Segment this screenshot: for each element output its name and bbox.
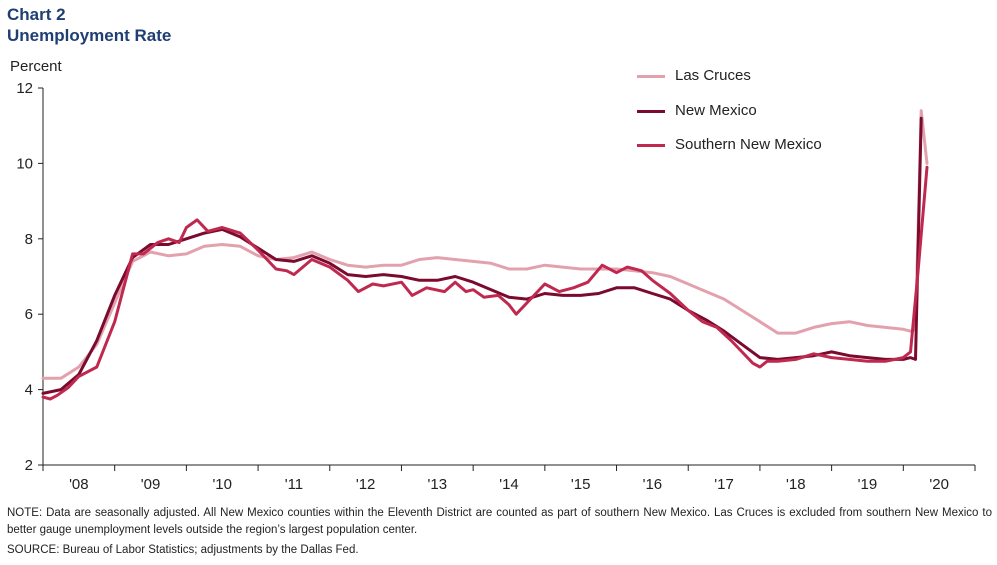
- y-axis-unit-label: Percent: [10, 58, 62, 75]
- x-tick-label: '20: [929, 476, 949, 493]
- x-tick-label: '08: [69, 476, 89, 493]
- x-tick-label: '12: [356, 476, 376, 493]
- legend-swatch-las-cruces: [637, 75, 665, 78]
- x-tick-label: '18: [786, 476, 806, 493]
- x-tick-label: '13: [428, 476, 448, 493]
- legend-label-new-mexico: New Mexico: [675, 102, 757, 119]
- chart-heading: Chart 2 Unemployment Rate: [7, 4, 171, 46]
- x-tick-label: '11: [285, 476, 303, 493]
- line-chart: 2 4 6 8 10 12 '08 '09 '10 '11 '12 '13 '14 '15 '16 '17 '1…: [16, 80, 976, 493]
- plot-lines: [41, 109, 929, 401]
- axes: 2 4 6 8 10 12 '08 '09 '10 '11 '12 '13 '14 '15 '16 '17 '1…: [16, 80, 976, 493]
- chart-source: SOURCE: Bureau of Labor Statistics; adju…: [7, 544, 359, 556]
- x-tick-label: '19: [858, 476, 878, 493]
- y-tick-label: 2: [25, 457, 33, 474]
- legend-label-las-cruces: Las Cruces: [675, 67, 751, 84]
- y-tick-label: 6: [25, 306, 33, 323]
- x-tick-label: '17: [714, 476, 734, 493]
- chart-number: Chart 2: [7, 5, 66, 24]
- y-tick-label: 10: [16, 155, 33, 172]
- chart-note: NOTE: Data are seasonally adjusted. All …: [7, 507, 992, 536]
- legend-swatch-new-mexico: [637, 110, 665, 113]
- legend-swatch-southern-new-mexico: [637, 144, 665, 147]
- series-line-las-cruces: [41, 109, 929, 380]
- x-tick-label: '15: [571, 476, 591, 493]
- x-tick-label: '16: [643, 476, 663, 493]
- x-tick-label: '10: [212, 476, 232, 493]
- y-tick-label: 8: [25, 231, 33, 248]
- y-tick-label: 4: [25, 382, 33, 399]
- y-tick-label: 12: [16, 80, 33, 97]
- x-tick-label: '09: [141, 476, 161, 493]
- x-tick-label: '14: [499, 476, 519, 493]
- legend-label-southern-new-mexico: Southern New Mexico: [675, 136, 822, 153]
- chart-title: Unemployment Rate: [7, 26, 172, 45]
- series-line-southern-new-mexico: [41, 165, 929, 401]
